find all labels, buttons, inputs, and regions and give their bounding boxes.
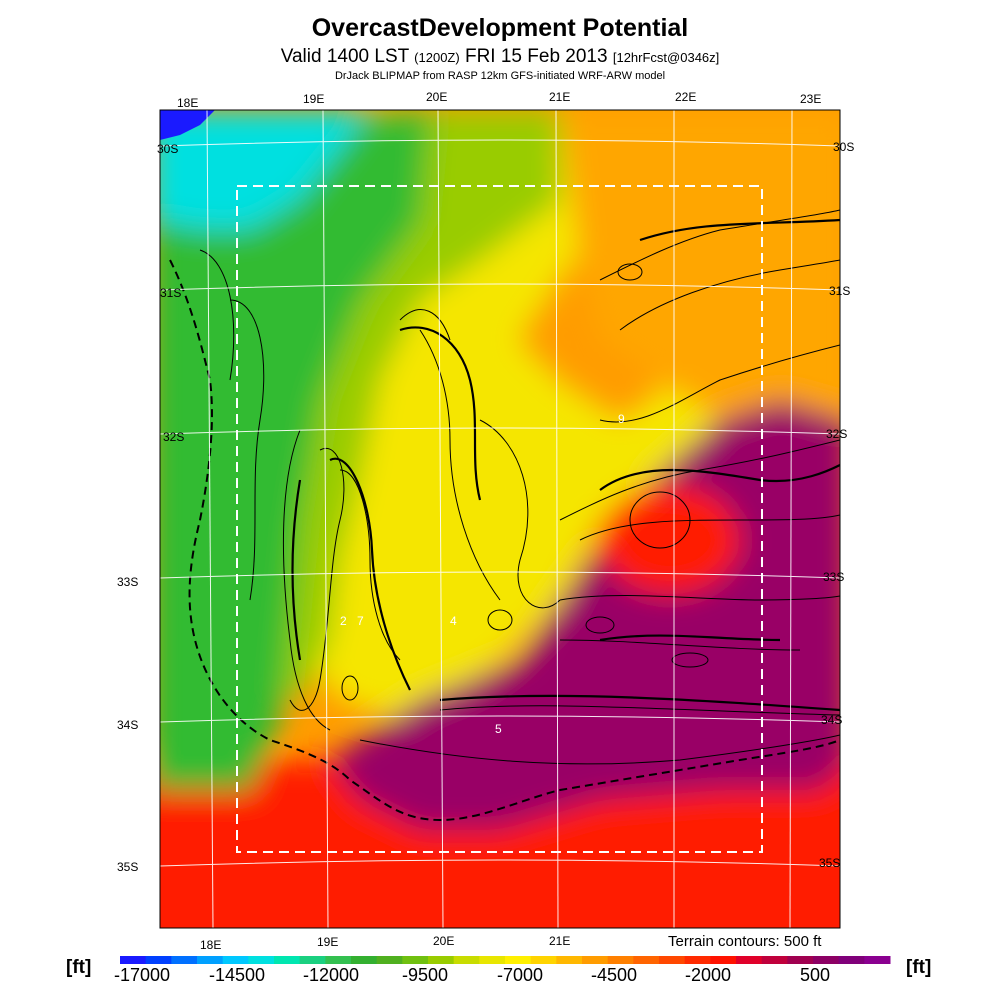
colorbar-swatch [684,956,711,964]
lat-label-left: 34S [117,718,139,732]
colorbar-swatch [376,956,403,964]
lat-label-right: 35S [819,856,841,870]
colorbar-swatch [787,956,814,964]
colorbar-swatch [402,956,429,964]
colorbar-swatch [659,956,686,964]
colorbar-swatch [248,956,275,964]
lon-label-top: 23E [800,92,822,106]
colorbar-swatch [145,956,172,964]
colorbar-tick: -14500 [208,965,266,985]
colorbar-swatch [864,956,891,964]
lat-label-left: 35S [117,860,139,874]
colorbar-tick: -17000 [113,965,171,985]
colorbar [120,956,891,964]
contour-label: 4 [450,614,457,628]
lat-label-right: 33S [823,570,845,584]
colorbar-swatch [505,956,532,964]
colorbar-swatch [736,956,763,964]
colorbar-swatch [197,956,224,964]
colorbar-swatch [479,956,506,964]
colorbar-tick: -12000 [302,965,360,985]
colorbar-swatch [607,956,634,964]
lat-label-left: 33S [117,575,139,589]
lat-label-left: 30S [157,142,179,156]
colorbar-swatch [633,956,660,964]
colorbar-swatch [556,956,583,964]
lat-label-right: 30S [833,140,855,154]
colorbar-swatch [299,956,326,964]
colorbar-tick: -2000 [684,965,732,985]
colorbar-swatch [120,956,147,964]
colorbar-tick: -4500 [590,965,638,985]
colorbar-swatch [813,956,840,964]
lon-label-bottom: 20E [433,934,455,948]
lat-label-right: 31S [829,284,851,298]
forecast-tag: [12hrFcst@0346z] [612,50,720,65]
map-frame [159,109,841,929]
colorbar-swatch [838,956,865,964]
lon-label-bottom: 19E [317,935,339,949]
colorbar-swatch [582,956,609,964]
colorbar-swatch [351,956,378,964]
map-title: OvercastDevelopment Potential [311,14,689,42]
lon-label-top: 18E [177,96,199,110]
colorbar-swatch [274,956,301,964]
valid-date: FRI 15 Feb 2013 [464,46,608,67]
colorbar-swatch [530,956,557,964]
lat-label-right: 34S [821,713,843,727]
model-subtitle: DrJack BLIPMAP from RASP 12km GFS-initia… [334,70,666,82]
inner-domain-box [236,185,763,853]
lon-label-bottom: 21E [549,934,571,948]
valid-zulu: (1200Z) [414,50,460,65]
terrain-contour-note: Terrain contours: 500 ft [668,933,822,950]
colorbar-swatch [171,956,198,964]
lon-label-top: 20E [426,90,448,104]
colorbar-swatch [325,956,352,964]
lat-label-left: 32S [163,430,185,444]
contour-label: 9 [618,412,625,426]
colorbar-swatch [428,956,455,964]
colorbar-tick: -9500 [401,965,449,985]
colorbar-unit-left: [ft] [66,957,92,978]
colorbar-swatch [222,956,249,964]
lon-label-bottom: 18E [200,938,222,952]
lon-label-top: 22E [675,90,697,104]
contour-label: 7 [357,614,364,628]
lon-label-top: 21E [549,90,571,104]
colorbar-tick: -7000 [496,965,544,985]
colorbar-swatch [761,956,788,964]
valid-time: Valid 1400 LST (1200Z) FRI 15 Feb 2013 [… [0,46,1000,68]
lat-label-left: 31S [160,286,182,300]
contour-label: 5 [495,722,502,736]
lat-label-right: 32S [826,427,848,441]
colorbar-tick: 500 [799,965,831,985]
lon-label-top: 19E [303,92,325,106]
forecast-field [160,110,840,928]
colorbar-swatch [710,956,737,964]
colorbar-swatch [453,956,480,964]
contour-label: 2 [340,614,347,628]
lat-lon-grid [159,109,841,929]
colorbar-unit-right: [ft] [906,957,932,978]
valid-main: Valid 1400 LST [280,46,409,67]
